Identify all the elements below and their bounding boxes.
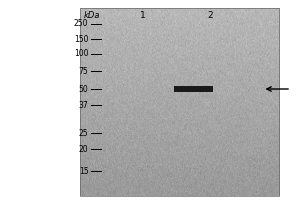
Bar	[174, 86, 213, 92]
Text: 100: 100	[74, 49, 88, 58]
Bar	[0, 0, 300, 8]
Text: 250: 250	[74, 20, 88, 28]
Text: 2: 2	[207, 11, 213, 20]
Bar	[80, 8, 279, 196]
Bar	[279, 0, 300, 200]
Text: kDa: kDa	[83, 11, 100, 20]
Text: 25: 25	[79, 129, 88, 138]
Bar	[0, 196, 300, 200]
Text: 15: 15	[79, 166, 88, 176]
Text: 75: 75	[79, 66, 88, 75]
Text: 1: 1	[140, 11, 146, 20]
Text: 20: 20	[79, 144, 88, 154]
Text: 37: 37	[79, 100, 88, 110]
Text: 150: 150	[74, 34, 88, 44]
Bar	[0, 0, 80, 200]
Text: 50: 50	[79, 84, 88, 94]
